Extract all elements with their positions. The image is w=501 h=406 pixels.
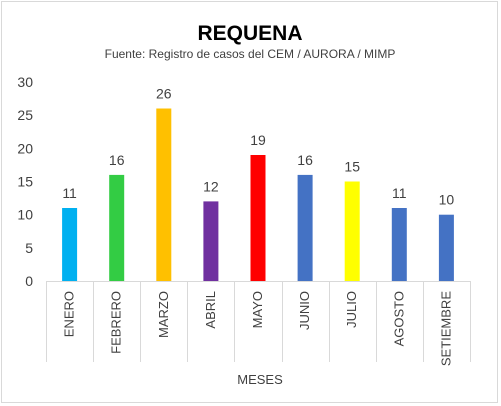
x-tick-label: MAYO <box>250 291 265 328</box>
y-tick-label: 20 <box>17 140 33 156</box>
data-label: 10 <box>439 192 455 208</box>
bar-febrero <box>109 174 125 281</box>
x-axis: ENERO FEBRERO MARZO ABRIL MAYO JUNIO JULIO AGOS… <box>46 281 471 366</box>
bar-julio <box>344 181 360 281</box>
y-tick-label: 25 <box>17 107 33 123</box>
x-tick-label: AGOSTO <box>391 291 406 346</box>
y-tick-label: 10 <box>17 207 33 223</box>
bar-enero <box>62 208 78 281</box>
x-tick-label: FEBRERO <box>109 291 124 354</box>
bars <box>62 108 454 281</box>
bar-setiembre <box>438 214 454 281</box>
y-tick-label: 30 <box>17 74 33 90</box>
bar-agosto <box>391 208 407 281</box>
x-tick-label: ENERO <box>62 291 77 337</box>
y-tick-label: 15 <box>17 174 33 190</box>
data-label: 16 <box>297 152 313 168</box>
x-tick-label: ABRIL <box>203 291 218 329</box>
x-axis-label: MESES <box>237 372 283 387</box>
x-tick-label: MARZO <box>156 291 171 338</box>
data-label: 26 <box>156 86 172 102</box>
bar-mayo <box>250 155 266 281</box>
x-tick-label: SETIEMBRE <box>438 291 453 366</box>
data-label: 16 <box>109 152 125 168</box>
x-tick-label: JULIO <box>344 291 359 328</box>
data-label: 11 <box>62 185 77 201</box>
y-tick-label: 5 <box>25 240 33 256</box>
chart-subtitle: Fuente: Registro de casos del CEM / AURO… <box>105 47 396 61</box>
bar-abril <box>203 201 219 281</box>
chart-title: REQUENA <box>197 22 302 45</box>
bar-marzo <box>156 108 172 281</box>
y-axis: 0 5 10 15 20 25 30 <box>17 74 33 289</box>
bar-junio <box>297 174 313 281</box>
data-label: 12 <box>203 178 219 194</box>
data-labels: 11 16 26 12 19 16 15 11 10 <box>62 86 454 208</box>
data-label: 15 <box>344 159 360 175</box>
data-label: 19 <box>250 132 266 148</box>
x-tick-label: JUNIO <box>297 291 312 330</box>
y-tick-label: 0 <box>25 273 33 289</box>
data-label: 11 <box>392 185 407 201</box>
